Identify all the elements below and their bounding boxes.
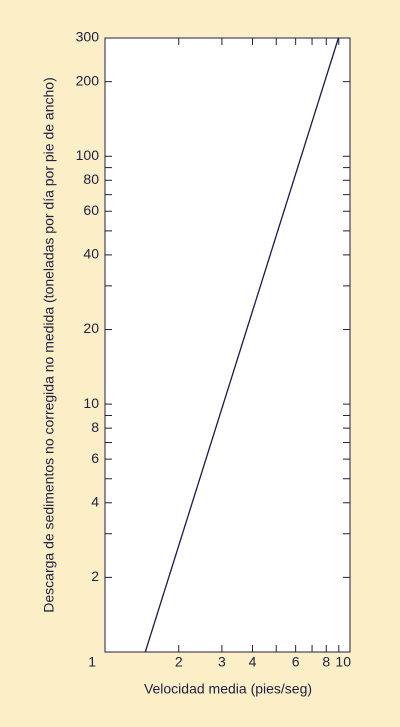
x-tick-label: 1 <box>88 654 96 670</box>
y-tick-label: 80 <box>83 171 99 187</box>
data-line <box>144 37 340 653</box>
y-tick-label: 4 <box>91 493 99 509</box>
plot-area <box>104 37 351 653</box>
y-tick-label: 300 <box>76 29 100 45</box>
y-tick-label: 8 <box>91 419 99 435</box>
y-tick-label: 6 <box>91 450 99 466</box>
x-tick-label: 8 <box>322 654 330 670</box>
y-tick-label: 60 <box>83 202 99 218</box>
x-tick-label: 4 <box>249 654 257 670</box>
y-tick-label: 20 <box>83 320 99 336</box>
y-tick-label: 2 <box>91 568 99 584</box>
x-tick-label: 2 <box>175 654 183 670</box>
y-tick-label: 40 <box>83 246 99 262</box>
y-tick-label: 200 <box>76 72 100 88</box>
y-tick-label: 10 <box>83 395 99 411</box>
y-tick-label: 100 <box>76 147 100 163</box>
y-axis-label: Descarga de sedimentos no corregida no m… <box>41 77 57 612</box>
x-tick-label: 6 <box>292 654 300 670</box>
x-tick-label: 10 <box>335 654 351 670</box>
x-tick-label: 3 <box>218 654 226 670</box>
x-axis-label: Velocidad media (pies/seg) <box>144 681 312 697</box>
